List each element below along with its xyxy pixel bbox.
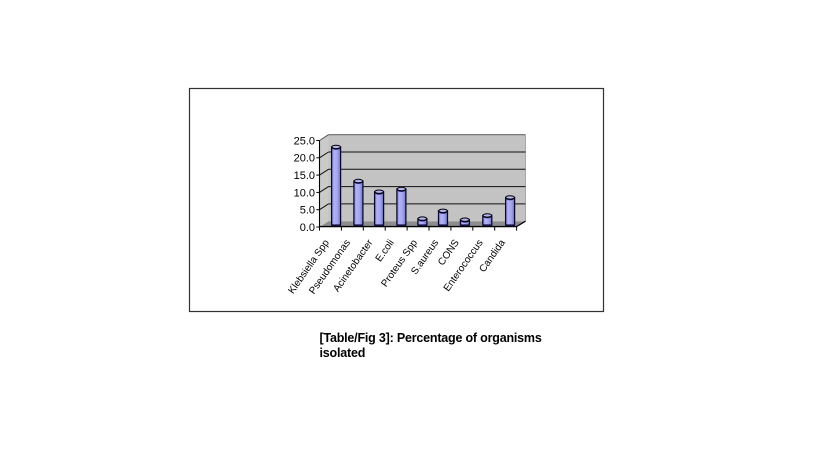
svg-text:5.0: 5.0 — [300, 205, 315, 217]
svg-text:25.0: 25.0 — [294, 135, 315, 147]
svg-text:20.0: 20.0 — [294, 153, 315, 165]
svg-text:[Table/Fig 3]: Percentage of o: [Table/Fig 3]: Percentage of organisms — [320, 331, 542, 345]
svg-text:15.0: 15.0 — [294, 170, 315, 182]
svg-text:0.0: 0.0 — [300, 222, 315, 234]
svg-text:isolated: isolated — [320, 346, 366, 360]
svg-text:10.0: 10.0 — [294, 187, 315, 199]
